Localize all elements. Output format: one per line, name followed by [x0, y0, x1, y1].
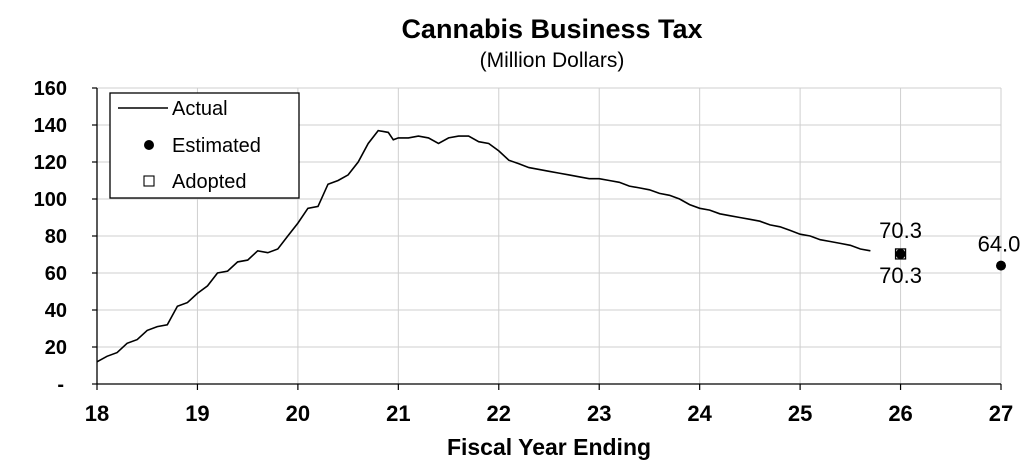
- x-tick-label: 25: [788, 401, 812, 426]
- y-tick-label: 120: [34, 152, 67, 174]
- series-line-actual: [96, 129, 871, 363]
- x-tick-label: 21: [386, 401, 410, 426]
- legend-box: [109, 92, 300, 199]
- estimated-point: [996, 260, 1006, 271]
- y-tick-label: 100: [34, 189, 67, 211]
- y-tick-label: 140: [34, 115, 67, 137]
- x-tick-label: 18: [85, 401, 109, 426]
- legend-label-adopted: Adopted: [172, 171, 247, 193]
- y-axis-ticks: - 20 40 60 80 100 120 140 160: [34, 78, 97, 396]
- legend-label-actual: Actual: [172, 98, 228, 120]
- y-tick-label: 40: [45, 300, 67, 322]
- x-tick-label: 24: [687, 401, 712, 426]
- chart-title: Cannabis Business Tax: [401, 14, 702, 44]
- data-labels: 70.3 70.3 64.0: [879, 218, 1020, 288]
- x-tick-label: 22: [487, 401, 511, 426]
- y-tick-label: 160: [34, 78, 67, 100]
- y-tick-label: 60: [45, 263, 67, 285]
- legend: Actual Estimated Adopted: [109, 92, 300, 199]
- estimated-point: [895, 248, 906, 259]
- y-tick-label: 20: [45, 337, 67, 359]
- legend-label-estimated: Estimated: [172, 135, 261, 157]
- x-tick-label: 27: [989, 401, 1013, 426]
- x-axis-ticks: 18 19 20 21 22 23 24 25 26 27: [85, 384, 1013, 426]
- x-tick-label: 23: [587, 401, 611, 426]
- y-tick-label: 80: [45, 226, 67, 248]
- estimated-data-label: 64.0: [978, 232, 1021, 257]
- x-tick-label: 19: [185, 401, 209, 426]
- x-tick-label: 20: [286, 401, 310, 426]
- y-tick-label: -: [57, 374, 64, 396]
- legend-square-icon: [143, 175, 155, 187]
- estimated-data-label: 70.3: [879, 263, 922, 288]
- legend-dot-icon: [144, 140, 154, 150]
- adopted-data-label: 70.3: [879, 218, 922, 243]
- data-points: [894, 248, 1006, 271]
- x-axis-title: Fiscal Year Ending: [447, 434, 651, 460]
- x-tick-label: 26: [888, 401, 912, 426]
- chart-subtitle: (Million Dollars): [480, 49, 625, 72]
